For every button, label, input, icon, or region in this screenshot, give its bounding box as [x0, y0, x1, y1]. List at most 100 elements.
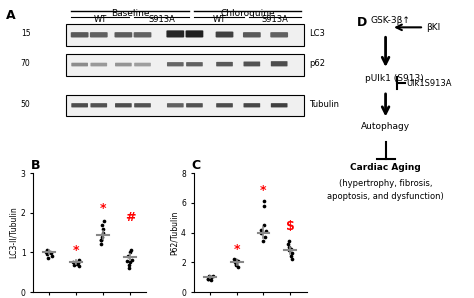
- Point: [49, 253, 56, 258]
- Point: [257, 227, 265, 232]
- Point: [125, 263, 133, 268]
- Point: [98, 234, 106, 239]
- Point: [97, 238, 105, 243]
- Bar: [66, 94, 304, 116]
- FancyBboxPatch shape: [185, 30, 203, 38]
- Text: Tubulin: Tubulin: [309, 100, 339, 108]
- Text: 70: 70: [21, 59, 30, 68]
- Point: [43, 252, 51, 256]
- Point: [99, 226, 107, 231]
- Point: [235, 258, 242, 263]
- Text: #: #: [125, 211, 135, 224]
- FancyBboxPatch shape: [244, 103, 260, 108]
- Point: [100, 230, 107, 235]
- Bar: [66, 24, 304, 46]
- Text: *: *: [100, 202, 106, 215]
- Point: [75, 258, 82, 263]
- Point: [69, 260, 77, 265]
- Point: [260, 204, 267, 208]
- Text: LC3: LC3: [309, 30, 325, 38]
- Point: [126, 260, 134, 265]
- FancyBboxPatch shape: [271, 103, 288, 108]
- Point: [288, 251, 296, 256]
- FancyBboxPatch shape: [216, 32, 233, 38]
- Point: [43, 248, 51, 253]
- FancyBboxPatch shape: [216, 62, 233, 66]
- Point: [206, 276, 214, 280]
- Point: [233, 263, 240, 268]
- Point: [288, 246, 295, 251]
- Point: [209, 273, 217, 278]
- Point: [76, 259, 83, 263]
- Point: [128, 257, 136, 262]
- FancyBboxPatch shape: [134, 63, 151, 66]
- Point: [287, 254, 295, 259]
- Text: pUlk1 (S913): pUlk1 (S913): [365, 74, 424, 83]
- Point: [262, 229, 270, 233]
- Point: [257, 230, 265, 235]
- Point: [123, 259, 131, 263]
- Point: [97, 242, 105, 247]
- FancyBboxPatch shape: [91, 63, 107, 66]
- Point: [285, 248, 293, 253]
- Point: [261, 235, 269, 239]
- FancyBboxPatch shape: [167, 62, 183, 66]
- Text: βKI: βKI: [426, 23, 440, 32]
- Point: [98, 222, 105, 227]
- Point: [127, 248, 135, 253]
- Point: [207, 278, 215, 283]
- FancyBboxPatch shape: [90, 32, 108, 38]
- FancyBboxPatch shape: [186, 103, 203, 108]
- FancyBboxPatch shape: [134, 103, 151, 108]
- FancyBboxPatch shape: [271, 61, 288, 66]
- Point: [43, 250, 50, 255]
- Point: [232, 261, 240, 266]
- Point: [288, 257, 296, 262]
- Point: [45, 256, 52, 261]
- FancyBboxPatch shape: [115, 32, 132, 38]
- FancyBboxPatch shape: [270, 32, 288, 38]
- Point: [75, 264, 82, 269]
- FancyBboxPatch shape: [216, 103, 233, 108]
- Text: *: *: [260, 184, 267, 197]
- Text: WT: WT: [212, 15, 226, 24]
- Text: (hypertrophy, fibrosis,: (hypertrophy, fibrosis,: [339, 179, 432, 188]
- Point: [126, 250, 134, 255]
- FancyBboxPatch shape: [244, 61, 260, 66]
- Point: [232, 260, 239, 265]
- Text: S913A: S913A: [148, 15, 175, 24]
- Point: [74, 261, 82, 266]
- Point: [204, 276, 211, 281]
- Text: D: D: [357, 16, 367, 29]
- Text: C: C: [191, 159, 201, 172]
- Text: apoptosis, and dysfunction): apoptosis, and dysfunction): [327, 192, 444, 201]
- Point: [232, 258, 240, 263]
- Text: *: *: [233, 243, 240, 256]
- Text: Autophagy: Autophagy: [361, 122, 410, 131]
- Point: [97, 238, 104, 243]
- Text: A: A: [6, 9, 16, 22]
- Point: [204, 277, 212, 282]
- Text: Ulk1S913A: Ulk1S913A: [406, 79, 451, 88]
- Text: Cardiac Aging: Cardiac Aging: [350, 163, 421, 172]
- Y-axis label: P62/Tubulin: P62/Tubulin: [169, 210, 178, 255]
- FancyBboxPatch shape: [134, 32, 151, 38]
- Point: [124, 254, 132, 259]
- Text: Chloroquine: Chloroquine: [220, 9, 275, 18]
- Point: [286, 245, 293, 250]
- Point: [234, 264, 242, 269]
- Point: [261, 199, 268, 204]
- FancyBboxPatch shape: [71, 63, 88, 66]
- FancyBboxPatch shape: [71, 103, 88, 108]
- Point: [285, 239, 293, 244]
- Point: [285, 242, 292, 247]
- FancyBboxPatch shape: [166, 30, 184, 38]
- Point: [47, 251, 55, 256]
- Text: B: B: [31, 159, 40, 172]
- Point: [208, 275, 215, 280]
- Point: [46, 249, 54, 254]
- Text: 50: 50: [21, 100, 30, 108]
- Text: p62: p62: [309, 59, 325, 68]
- Point: [100, 218, 108, 223]
- Point: [260, 223, 267, 227]
